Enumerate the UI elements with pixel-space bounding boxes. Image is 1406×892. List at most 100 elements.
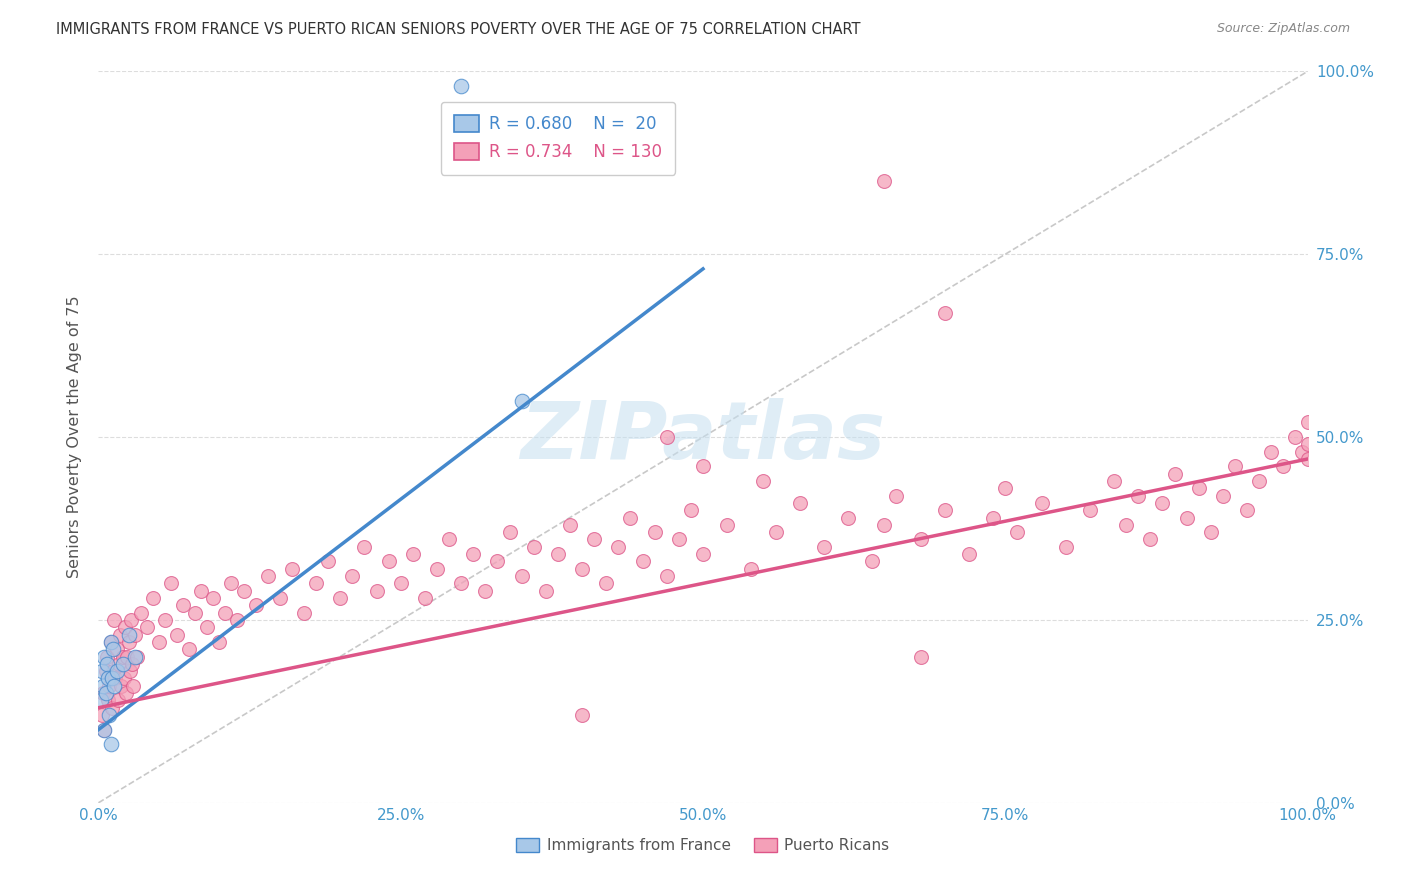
Point — [166, 627, 188, 641]
Point — [413, 591, 436, 605]
Point — [1128, 489, 1150, 503]
Point — [934, 503, 956, 517]
Point — [1284, 430, 1306, 444]
Point — [118, 627, 141, 641]
Point — [692, 547, 714, 561]
Point — [1102, 474, 1125, 488]
Point — [1223, 459, 1246, 474]
Point — [281, 562, 304, 576]
Point — [389, 576, 412, 591]
Point — [256, 569, 278, 583]
Point — [498, 525, 520, 540]
Point — [1212, 489, 1234, 503]
Point — [860, 554, 883, 568]
Point — [644, 525, 666, 540]
Point — [98, 708, 121, 723]
Point — [121, 657, 143, 671]
Point — [402, 547, 425, 561]
Point — [160, 576, 183, 591]
Point — [910, 649, 932, 664]
Point — [208, 635, 231, 649]
Point — [305, 576, 328, 591]
Point — [124, 627, 146, 641]
Point — [1139, 533, 1161, 547]
Point — [450, 576, 472, 591]
Point — [1296, 416, 1319, 430]
Point — [873, 517, 896, 532]
Point — [100, 635, 122, 649]
Point — [195, 620, 218, 634]
Point — [153, 613, 176, 627]
Point — [957, 547, 980, 561]
Point — [127, 649, 149, 664]
Point — [184, 606, 207, 620]
Point — [97, 693, 120, 707]
Point — [873, 174, 896, 188]
Point — [994, 481, 1017, 495]
Point — [1054, 540, 1077, 554]
Point — [104, 672, 127, 686]
Point — [107, 693, 129, 707]
Point — [510, 393, 533, 408]
Point — [934, 306, 956, 320]
Point — [214, 606, 236, 620]
Point — [232, 583, 254, 598]
Point — [103, 679, 125, 693]
Point — [90, 693, 112, 707]
Point — [269, 591, 291, 605]
Point — [655, 430, 678, 444]
Point — [789, 496, 811, 510]
Point — [101, 642, 124, 657]
Point — [114, 620, 136, 634]
Point — [631, 554, 654, 568]
Point — [1260, 444, 1282, 458]
Point — [523, 540, 546, 554]
Point — [366, 583, 388, 598]
Point — [547, 547, 569, 561]
Text: IMMIGRANTS FROM FRANCE VS PUERTO RICAN SENIORS POVERTY OVER THE AGE OF 75 CORREL: IMMIGRANTS FROM FRANCE VS PUERTO RICAN S… — [56, 22, 860, 37]
Legend: Immigrants from France, Puerto Ricans: Immigrants from France, Puerto Ricans — [509, 830, 897, 861]
Point — [534, 583, 557, 598]
Point — [450, 78, 472, 93]
Point — [96, 657, 118, 671]
Point — [93, 723, 115, 737]
Point — [1078, 503, 1101, 517]
Point — [97, 672, 120, 686]
Point — [108, 657, 131, 671]
Point — [740, 562, 762, 576]
Point — [1296, 437, 1319, 451]
Point — [98, 679, 121, 693]
Point — [124, 649, 146, 664]
Point — [103, 613, 125, 627]
Point — [142, 591, 165, 605]
Point — [112, 672, 135, 686]
Point — [91, 686, 114, 700]
Point — [655, 569, 678, 583]
Y-axis label: Seniors Poverty Over the Age of 75: Seniors Poverty Over the Age of 75 — [67, 296, 83, 578]
Point — [1152, 496, 1174, 510]
Point — [583, 533, 606, 547]
Point — [105, 664, 128, 678]
Point — [1115, 517, 1137, 532]
Point — [202, 591, 225, 605]
Point — [115, 686, 138, 700]
Point — [1188, 481, 1211, 495]
Point — [474, 583, 496, 598]
Point — [1007, 525, 1029, 540]
Point — [571, 708, 593, 723]
Point — [105, 642, 128, 657]
Point — [108, 627, 131, 641]
Point — [607, 540, 630, 554]
Text: Source: ZipAtlas.com: Source: ZipAtlas.com — [1216, 22, 1350, 36]
Point — [111, 649, 134, 664]
Point — [100, 737, 122, 751]
Point — [100, 635, 122, 649]
Point — [716, 517, 738, 532]
Point — [93, 649, 115, 664]
Point — [486, 554, 509, 568]
Point — [1175, 510, 1198, 524]
Point — [91, 679, 114, 693]
Point — [91, 708, 114, 723]
Point — [118, 664, 141, 678]
Point — [463, 547, 485, 561]
